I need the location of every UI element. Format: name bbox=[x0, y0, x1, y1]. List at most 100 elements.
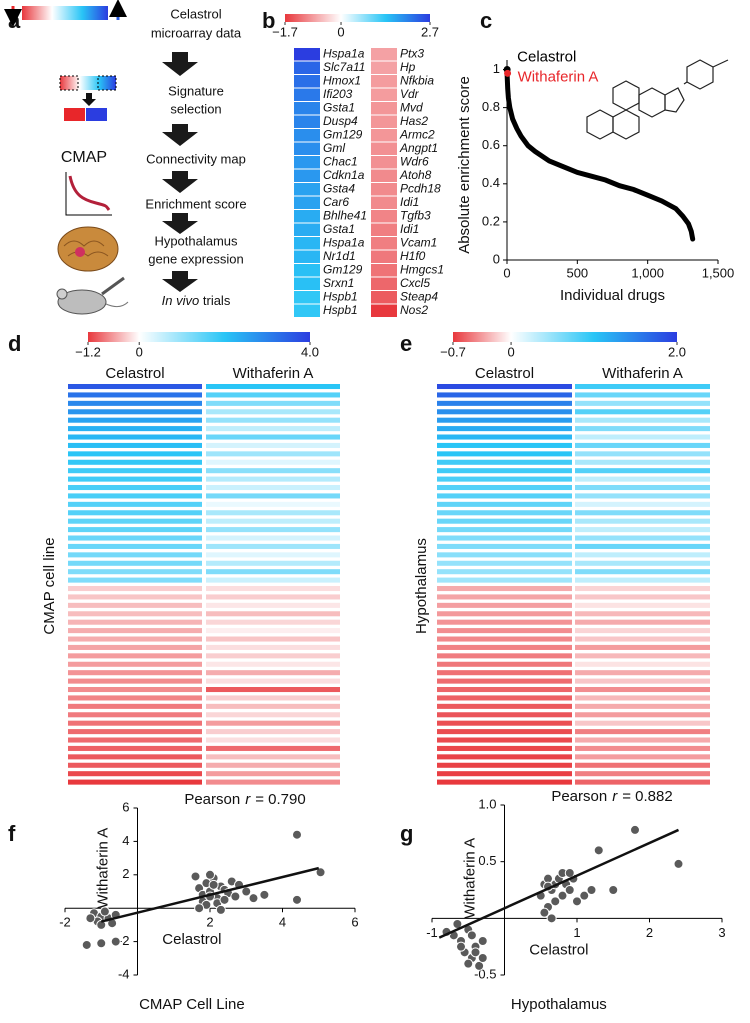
heatmap-cell bbox=[206, 703, 340, 709]
icon-brain bbox=[57, 226, 119, 272]
heatmap-cell bbox=[68, 560, 202, 566]
gene-label: Cxcl5 bbox=[400, 276, 430, 290]
heatmap-cell bbox=[68, 417, 202, 423]
colorbar-tick-label: 2.7 bbox=[421, 24, 439, 39]
heatmap-cell bbox=[371, 196, 397, 209]
heatmap-cell bbox=[575, 552, 710, 558]
gene-label: Steap4 bbox=[400, 289, 438, 303]
heatmap-cell bbox=[371, 277, 397, 290]
heatmap-cell bbox=[371, 237, 397, 250]
heatmap-cell bbox=[437, 434, 572, 440]
heatmap-cell bbox=[294, 169, 320, 182]
gene-label: Nfkbia bbox=[400, 73, 434, 87]
heatmap-cell bbox=[371, 88, 397, 101]
heatmap-cell bbox=[294, 129, 320, 142]
heatmap-cell bbox=[206, 535, 340, 541]
annotation-text: Pearson bbox=[184, 791, 240, 808]
caption: Hypothalamus bbox=[511, 996, 607, 1013]
heatmap-cell bbox=[294, 115, 320, 128]
point bbox=[85, 913, 96, 924]
gene-label: Gm129 bbox=[323, 262, 363, 276]
heatmap-cell bbox=[294, 142, 320, 155]
heatmap-cell bbox=[437, 400, 572, 406]
heatmap-cell bbox=[371, 210, 397, 223]
heatmap-cell bbox=[68, 703, 202, 709]
point bbox=[99, 906, 110, 917]
ring bbox=[612, 109, 640, 140]
gene-label: Armc2 bbox=[399, 127, 435, 141]
heatmap-cell bbox=[206, 409, 340, 415]
heatmap-cell bbox=[575, 720, 710, 726]
caption: CMAP Cell Line bbox=[139, 996, 245, 1013]
y-tick-label: 2 bbox=[122, 866, 129, 881]
heatmap-cell bbox=[437, 611, 572, 617]
point bbox=[572, 896, 582, 907]
heatmap-cell bbox=[371, 223, 397, 236]
icon-gradient bbox=[60, 76, 116, 90]
y-axis-label: Withaferin A bbox=[94, 828, 111, 909]
heatmap-cell bbox=[206, 560, 340, 566]
gene-label: Chac1 bbox=[323, 154, 358, 168]
heatmap-cell bbox=[68, 485, 202, 491]
heatmap-cell bbox=[206, 392, 340, 398]
gene-label: Dusp4 bbox=[323, 114, 358, 128]
point bbox=[463, 958, 474, 969]
step-text: Enrichment score bbox=[145, 196, 246, 211]
heatmap-cell bbox=[575, 754, 710, 760]
point bbox=[586, 885, 597, 895]
colorbar-tick-label: −1.7 bbox=[272, 24, 298, 39]
y-tick-label: 0.5 bbox=[478, 853, 496, 868]
heatmap-cell bbox=[294, 61, 320, 74]
y-tick-label: 1 bbox=[493, 61, 500, 76]
arrow bbox=[162, 213, 198, 234]
heatmap-cell bbox=[68, 737, 202, 743]
heatmap-cell bbox=[575, 653, 710, 659]
point bbox=[248, 893, 259, 904]
y-axis-label: Hypothalamus bbox=[413, 538, 430, 634]
heatmap-cell bbox=[437, 729, 572, 735]
fit-line bbox=[438, 828, 680, 939]
icon-syringe bbox=[101, 276, 125, 296]
heatmap-cell bbox=[575, 737, 710, 743]
point bbox=[230, 891, 241, 902]
gene-label: Hspa1a bbox=[323, 46, 365, 60]
gene-label: Gsta1 bbox=[323, 100, 355, 114]
heatmap-cell bbox=[575, 560, 710, 566]
heatmap-cell bbox=[575, 409, 710, 415]
heatmap-cell bbox=[437, 552, 572, 558]
heatmap-cell bbox=[206, 678, 340, 684]
colorbar bbox=[285, 14, 430, 22]
point bbox=[259, 889, 270, 900]
heatmap-cell bbox=[575, 535, 710, 541]
fit-line bbox=[100, 866, 320, 923]
heatmap-cell bbox=[437, 695, 572, 701]
heatmap-cell bbox=[371, 129, 397, 142]
heatmap-cell bbox=[437, 703, 572, 709]
icon-mouse bbox=[57, 289, 107, 315]
heatmap-cell bbox=[294, 183, 320, 196]
heatmap-cell bbox=[206, 779, 340, 785]
colorbar-tick-label: −0.7 bbox=[440, 344, 466, 359]
gene-label: Car6 bbox=[323, 195, 349, 209]
heatmap-cell bbox=[206, 569, 340, 575]
heatmap-cell bbox=[206, 745, 340, 751]
step-text: In vivo trials bbox=[162, 293, 231, 308]
x-tick-label: 2 bbox=[646, 925, 653, 940]
heatmap-cell bbox=[575, 661, 710, 667]
gene-label: Idi1 bbox=[400, 222, 419, 236]
heatmap-cell bbox=[437, 442, 572, 448]
y-tick-label: 6 bbox=[122, 799, 129, 814]
heatmap-cell bbox=[206, 687, 340, 693]
heatmap-cell bbox=[575, 594, 710, 600]
gene-label: H1f0 bbox=[400, 249, 426, 263]
gene-label: Hspb1 bbox=[323, 303, 358, 317]
heatmap-cell bbox=[437, 459, 572, 465]
x-axis-label: Individual drugs bbox=[560, 287, 665, 304]
point bbox=[466, 930, 477, 941]
step-text-italic: In vivo bbox=[162, 293, 200, 308]
point bbox=[557, 890, 568, 901]
point bbox=[208, 879, 219, 890]
panel-label: d bbox=[8, 331, 21, 356]
heatmap-cell bbox=[206, 485, 340, 491]
gene-label: Gsta1 bbox=[323, 222, 355, 236]
